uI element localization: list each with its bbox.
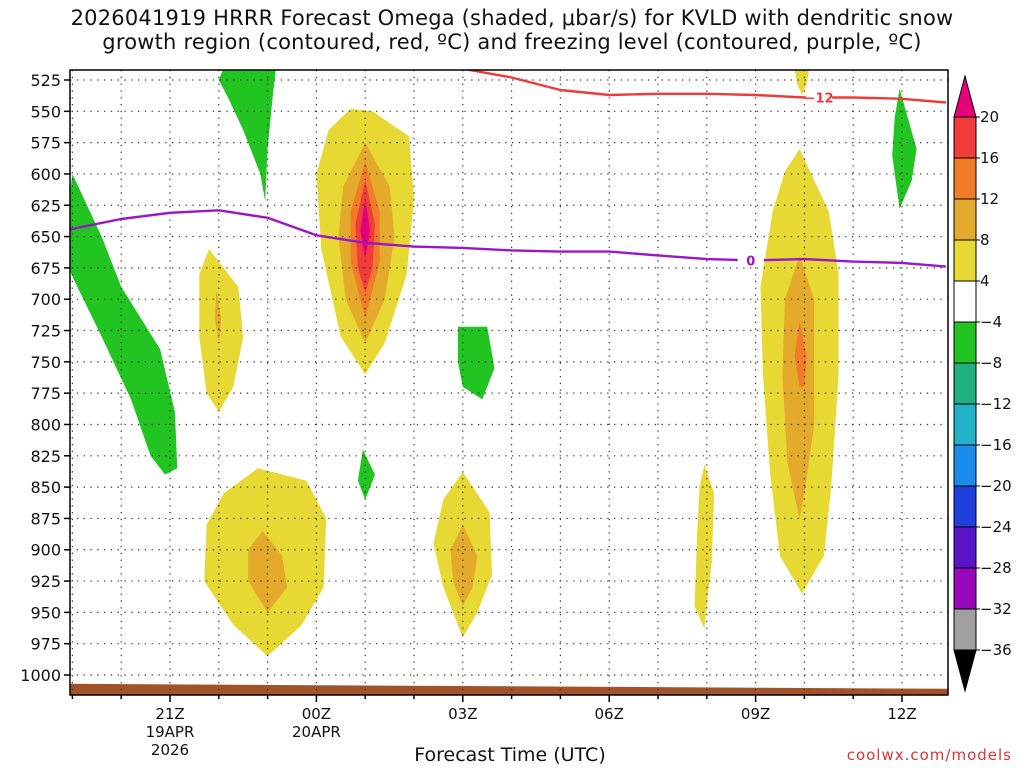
colorbar-min-arrow [953,649,977,693]
colorbar-label: −32 [980,600,1012,618]
y-tick-label: 675 [30,259,61,278]
y-tick-label: 775 [30,384,61,403]
y-tick-label: 525 [30,71,61,90]
colorbar-swatch [953,116,977,159]
colorbar-label: −36 [980,641,1012,659]
x-tick-label: 00Z [302,705,331,723]
y-tick-label: 550 [30,102,61,121]
colorbar-label: −28 [980,559,1012,577]
chart-title: 2026041919 HRRR Forecast Omega (shaded, … [0,6,1024,54]
colorbar-swatch [953,198,977,241]
x-tick-label: 06Z [595,705,624,723]
colorbar-swatch [953,280,977,323]
omega-region-20 [794,70,809,95]
plot-frame [69,69,949,696]
omega-region-2 [199,249,244,412]
omega-region-0 [70,173,178,475]
x-tick-label: 03Z [448,705,477,723]
omega-region-3 [214,290,222,344]
y-tick-label: 825 [30,447,61,466]
chart-title-line1: 2026041919 HRRR Forecast Omega (shaded, … [70,6,954,30]
chart-title-line2: growth region (contoured, red, ºC) and f… [102,30,922,54]
y-tick-label: 625 [30,196,61,215]
x-tick-year: 2026 [151,741,189,759]
colorbar-swatch [953,567,977,610]
colorbar-label: −4 [980,313,1002,331]
colorbar-swatch [953,526,977,569]
x-tick-date: 20APR [292,723,341,741]
omega-region-12 [248,530,288,613]
colorbar-swatch [953,362,977,405]
contour-label-bg [806,90,833,105]
y-tick-label: 975 [30,635,61,654]
y-tick-label: 575 [30,134,61,153]
omega-region-1 [218,70,276,202]
y-tick-label: 750 [30,353,61,372]
omega-region-9 [457,326,495,400]
x-tick-label: 12Z [887,705,916,723]
x-tick-label: 09Z [741,705,770,723]
colorbar-swatch [953,485,977,528]
contour-label-bg [737,253,764,268]
omega-region-19 [892,88,917,209]
colorbar-label: −12 [980,395,1012,413]
omega-region-14 [450,524,478,607]
colorbar-label: −16 [980,436,1012,454]
contour-label-1: 0 [746,254,755,269]
colorbar-swatch [953,444,977,487]
colorbar-label: −8 [980,354,1002,372]
y-tick-label: 725 [30,322,61,341]
omega-region-18 [794,321,807,387]
y-tick-label: 600 [30,165,61,184]
y-tick-label: 700 [30,290,61,309]
y-tick-label: 1000 [20,666,61,685]
x-axis-label: Forecast Time (UTC) [414,744,606,766]
y-tick-label: 650 [30,228,61,247]
omega-region-17 [782,255,815,519]
contour-label-0: −12 [805,92,834,107]
colorbar-label: 20 [980,108,999,126]
y-tick-label: 900 [30,541,61,560]
y-tick-label: 800 [30,415,61,434]
terrain-ground [70,683,948,695]
colorbar: 20 16 12 8 4 −4 −8 −12 −16 −20 −24 −28 −32 −36 [953,74,1012,693]
y-tick-label: 950 [30,603,61,622]
colorbar-label: 12 [980,190,999,208]
colorbar-label: −20 [980,477,1012,495]
x-tick-label: 21Z [155,705,184,723]
y-tick-label: 925 [30,572,61,591]
contour-layer: −12 0 [70,70,947,269]
omega-shading-layer [70,70,948,695]
omega-region-10 [357,449,375,500]
colorbar-label: 8 [980,231,990,249]
colorbar-swatch [953,321,977,364]
colorbar-label: 16 [980,149,999,167]
site-credit: coolwx.com/models [846,746,1012,764]
omega-region-15 [694,464,715,629]
contour-line-1 [70,209,947,268]
x-tick-date: 19APR [146,723,195,741]
colorbar-max-arrow [953,74,977,118]
axis-layer: 525 550 575 600 625 650 675 700 725 750 775 800 825 8… [20,69,949,759]
colorbar-swatch [953,403,977,446]
y-tick-label: 850 [30,478,61,497]
colorbar-label: −24 [980,518,1012,536]
colorbar-swatch [953,608,977,651]
colorbar-swatch [953,239,977,282]
colorbar-label: 4 [980,272,990,290]
y-tick-label: 875 [30,509,61,528]
colorbar-swatch [953,157,977,200]
contour-line-0 [463,70,947,104]
